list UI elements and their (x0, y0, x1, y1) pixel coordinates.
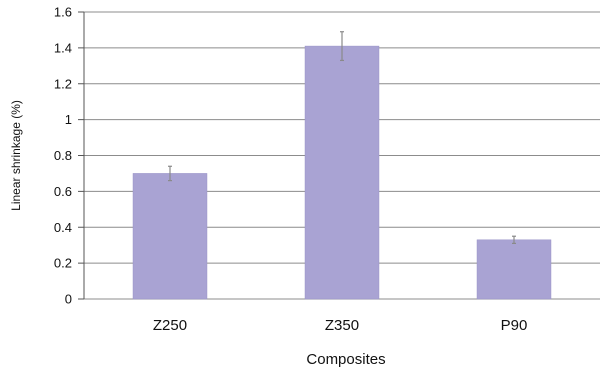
y-tick-label: 1 (65, 112, 72, 127)
y-tick-label: 0.8 (54, 148, 72, 163)
x-tick-label: P90 (501, 317, 528, 334)
y-tick-label: 1.6 (54, 5, 72, 20)
bar-z350 (304, 45, 380, 300)
error-bars (168, 31, 516, 244)
bar-z250 (132, 173, 208, 300)
y-axis-title: Linear shrinkage (%) (9, 100, 23, 211)
y-tick-label: 0.4 (54, 220, 72, 235)
y-tick-label: 0 (65, 292, 72, 307)
x-tick-label: Z350 (325, 317, 359, 334)
bar-p90 (476, 239, 552, 300)
x-tick-label: Z250 (153, 317, 187, 334)
y-tick-label: 0.2 (54, 256, 72, 271)
y-tick-label: 1.4 (54, 40, 72, 55)
bars (132, 45, 552, 300)
y-tick-label: 0.6 (54, 184, 72, 199)
y-tick-labels: 0 0.2 0.4 0.6 0.8 1 1.2 1.4 1.6 (54, 5, 84, 307)
x-tick-labels: Z250 Z350 P90 (153, 317, 527, 334)
error-bar-p90 (512, 235, 516, 244)
error-bar-z250 (168, 165, 172, 182)
y-tick-label: 1.2 (54, 76, 72, 91)
error-bar-z350 (340, 31, 344, 62)
x-axis-title: Composites (306, 351, 385, 368)
